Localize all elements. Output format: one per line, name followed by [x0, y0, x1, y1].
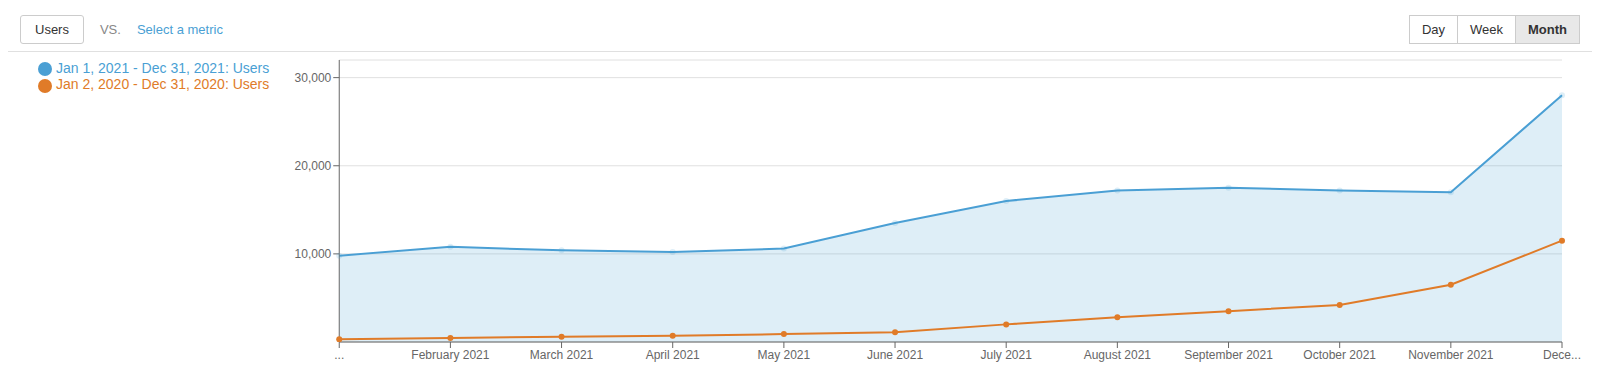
svg-text:June 2021: June 2021 [867, 348, 923, 362]
svg-text:September 2021: September 2021 [1184, 348, 1273, 362]
svg-text:May 2021: May 2021 [758, 348, 811, 362]
svg-text:April 2021: April 2021 [646, 348, 700, 362]
svg-text:February 2021: February 2021 [411, 348, 489, 362]
svg-text:Dece...: Dece... [1543, 348, 1581, 362]
svg-text:...: ... [334, 348, 344, 362]
html-text:Week: Week [1470, 22, 1503, 37]
svg-text:10,000: 10,000 [295, 247, 332, 261]
html-text:Day: Day [1421, 22, 1445, 37]
html-text:Month: Month [1528, 22, 1567, 37]
svg-text:October 2021: October 2021 [1303, 348, 1376, 362]
svg-text:March 2021: March 2021 [530, 348, 594, 362]
html-text:VS.: VS. [100, 22, 121, 37]
svg-text:30,000: 30,000 [295, 71, 332, 85]
svg-text:July 2021: July 2021 [981, 348, 1033, 362]
html-text:Jan 1, 2021 - Dec 31, 2021: Us: Jan 1, 2021 - Dec 31, 2021: Users [56, 60, 270, 76]
html-text:Select a metric: Select a metric [136, 22, 223, 37]
html-text:Jan 2, 2020 - Dec 31, 2020: Us: Jan 2, 2020 - Dec 31, 2020: Users [56, 76, 270, 93]
svg-text:August 2021: August 2021 [1084, 348, 1152, 362]
svg-text:November 2021: November 2021 [1408, 348, 1494, 362]
html-text:Users: Users [35, 22, 69, 37]
svg-text:20,000: 20,000 [295, 159, 332, 173]
